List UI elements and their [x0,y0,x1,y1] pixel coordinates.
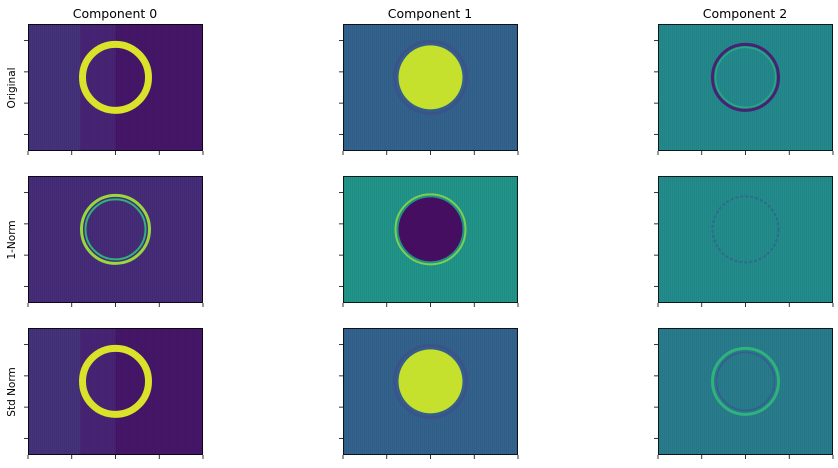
panel-original-component-2 [654,24,834,155]
ring-feature [711,42,780,112]
panel-frame [28,328,203,455]
noise-texture [28,176,203,303]
inner-ring-feature [714,46,777,109]
panel-grid [24,24,834,459]
disk-halo [394,193,467,266]
panel-1-norm-component-2 [654,176,834,307]
panel-frame [343,24,518,151]
panel-frame [658,176,833,303]
disk-halo [393,343,468,419]
inner-ring-feature [715,351,776,412]
noise-texture [658,176,833,303]
row-label-original: Original [6,67,18,108]
panel-original-component-1 [339,24,519,155]
ring-feature [711,346,780,416]
panel-std-norm-component-1 [339,328,519,459]
disk-halo [393,39,468,115]
panel-frame [658,328,833,455]
panel-1-norm-component-0 [24,176,204,307]
ring-feature [80,193,151,265]
panel-original-component-0 [24,24,204,155]
panel-std-norm-component-0 [24,328,204,459]
ring-feature [79,344,152,418]
row-label-std-norm: Std Norm [6,367,18,416]
panel-frame [28,24,203,151]
ring-feature [79,40,152,114]
panel-frame [343,328,518,455]
panel-frame [658,24,833,151]
disk-feature [398,45,463,110]
panel-frame [343,176,518,303]
column-title-component-2: Component 2 [703,6,788,21]
panel-1-norm-component-1 [339,176,519,307]
row-label-1-norm: 1-Norm [6,220,18,259]
panel-std-norm-component-2 [654,328,834,459]
disk-feature [398,197,463,262]
inner-ring-feature [84,198,147,261]
column-title-component-0: Component 0 [73,6,158,21]
disk-feature [398,349,463,414]
panel-frame [28,176,203,303]
ring-feature [711,195,780,264]
column-title-component-1: Component 1 [388,6,473,21]
